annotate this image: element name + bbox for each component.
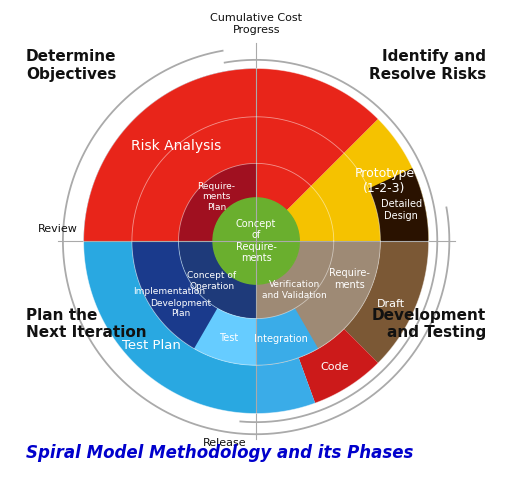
Polygon shape bbox=[178, 163, 256, 319]
Text: Concept
of
Require-
ments: Concept of Require- ments bbox=[236, 219, 277, 263]
Polygon shape bbox=[256, 358, 315, 414]
Polygon shape bbox=[194, 308, 256, 365]
Text: Development
Plan: Development Plan bbox=[151, 299, 212, 318]
Text: Identify and
Resolve Risks: Identify and Resolve Risks bbox=[369, 49, 486, 82]
Text: Require-
ments: Require- ments bbox=[329, 268, 370, 290]
Text: Code: Code bbox=[320, 362, 349, 372]
Polygon shape bbox=[84, 68, 256, 241]
Polygon shape bbox=[256, 68, 378, 241]
Polygon shape bbox=[256, 296, 344, 365]
Polygon shape bbox=[369, 168, 428, 241]
Text: Release: Release bbox=[203, 439, 247, 448]
Text: Prototype
(1-2-3): Prototype (1-2-3) bbox=[354, 167, 414, 195]
Polygon shape bbox=[178, 241, 256, 319]
Text: Development
and Testing: Development and Testing bbox=[372, 308, 486, 340]
Text: Integration: Integration bbox=[254, 334, 307, 344]
Text: Plan the
Next Iteration: Plan the Next Iteration bbox=[26, 308, 147, 340]
Text: Verification
and Validation: Verification and Validation bbox=[262, 280, 327, 300]
Text: Determine
Objectives: Determine Objectives bbox=[26, 49, 116, 82]
Polygon shape bbox=[256, 308, 318, 365]
Text: Risk Analysis: Risk Analysis bbox=[131, 139, 222, 153]
Circle shape bbox=[213, 198, 300, 284]
Text: Concept of
Operation: Concept of Operation bbox=[187, 271, 237, 291]
Polygon shape bbox=[132, 241, 256, 365]
Text: Require-
ments
Plan: Require- ments Plan bbox=[197, 182, 236, 212]
Polygon shape bbox=[132, 117, 256, 365]
Text: Detailed
Design: Detailed Design bbox=[381, 200, 422, 221]
Text: Test Plan: Test Plan bbox=[122, 339, 180, 352]
Polygon shape bbox=[256, 241, 380, 365]
Text: Implementation: Implementation bbox=[133, 287, 205, 296]
Polygon shape bbox=[84, 68, 256, 414]
Circle shape bbox=[58, 42, 454, 440]
Text: Draft: Draft bbox=[376, 299, 405, 308]
Polygon shape bbox=[132, 241, 217, 348]
Polygon shape bbox=[344, 241, 428, 363]
Text: Spiral Model Methodology and its Phases: Spiral Model Methodology and its Phases bbox=[26, 444, 413, 462]
Text: Cumulative Cost
Progress: Cumulative Cost Progress bbox=[210, 13, 302, 35]
Polygon shape bbox=[256, 119, 428, 241]
Polygon shape bbox=[178, 163, 256, 241]
Text: Review: Review bbox=[38, 224, 78, 234]
Text: Test: Test bbox=[219, 333, 238, 343]
Polygon shape bbox=[256, 241, 428, 414]
Polygon shape bbox=[311, 241, 380, 329]
Polygon shape bbox=[298, 329, 378, 403]
